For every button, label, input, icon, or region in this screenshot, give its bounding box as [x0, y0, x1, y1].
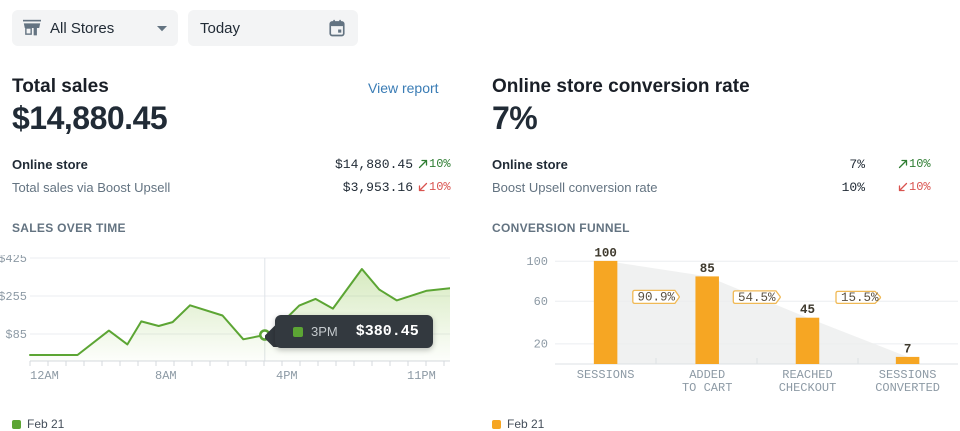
svg-text:11PM: 11PM [407, 369, 436, 383]
svg-text:4PM: 4PM [276, 369, 298, 383]
svg-text:90.9%: 90.9% [638, 291, 676, 305]
svg-text:$85: $85 [5, 328, 27, 342]
svg-text:CONVERTED: CONVERTED [875, 381, 940, 395]
svg-text:45: 45 [800, 303, 815, 317]
svg-text:REACHED: REACHED [782, 368, 832, 382]
svg-text:CHECKOUT: CHECKOUT [779, 381, 837, 395]
svg-text:$425: $425 [0, 255, 27, 266]
svg-text:12AM: 12AM [30, 369, 59, 383]
svg-text:8AM: 8AM [155, 369, 177, 383]
svg-text:54.5%: 54.5% [738, 291, 776, 305]
svg-text:15.5%: 15.5% [841, 291, 879, 305]
svg-text:SESSIONS: SESSIONS [577, 368, 635, 382]
svg-text:60: 60 [534, 295, 548, 309]
svg-text:TO CART: TO CART [682, 381, 732, 395]
svg-text:85: 85 [700, 262, 715, 276]
svg-text:$255: $255 [0, 290, 27, 304]
svg-text:ADDED: ADDED [689, 368, 725, 382]
svg-text:100: 100 [594, 247, 617, 261]
svg-text:20: 20 [534, 338, 548, 352]
svg-text:100: 100 [526, 255, 548, 269]
svg-text:7: 7 [904, 342, 912, 356]
svg-text:SESSIONS: SESSIONS [879, 368, 937, 382]
